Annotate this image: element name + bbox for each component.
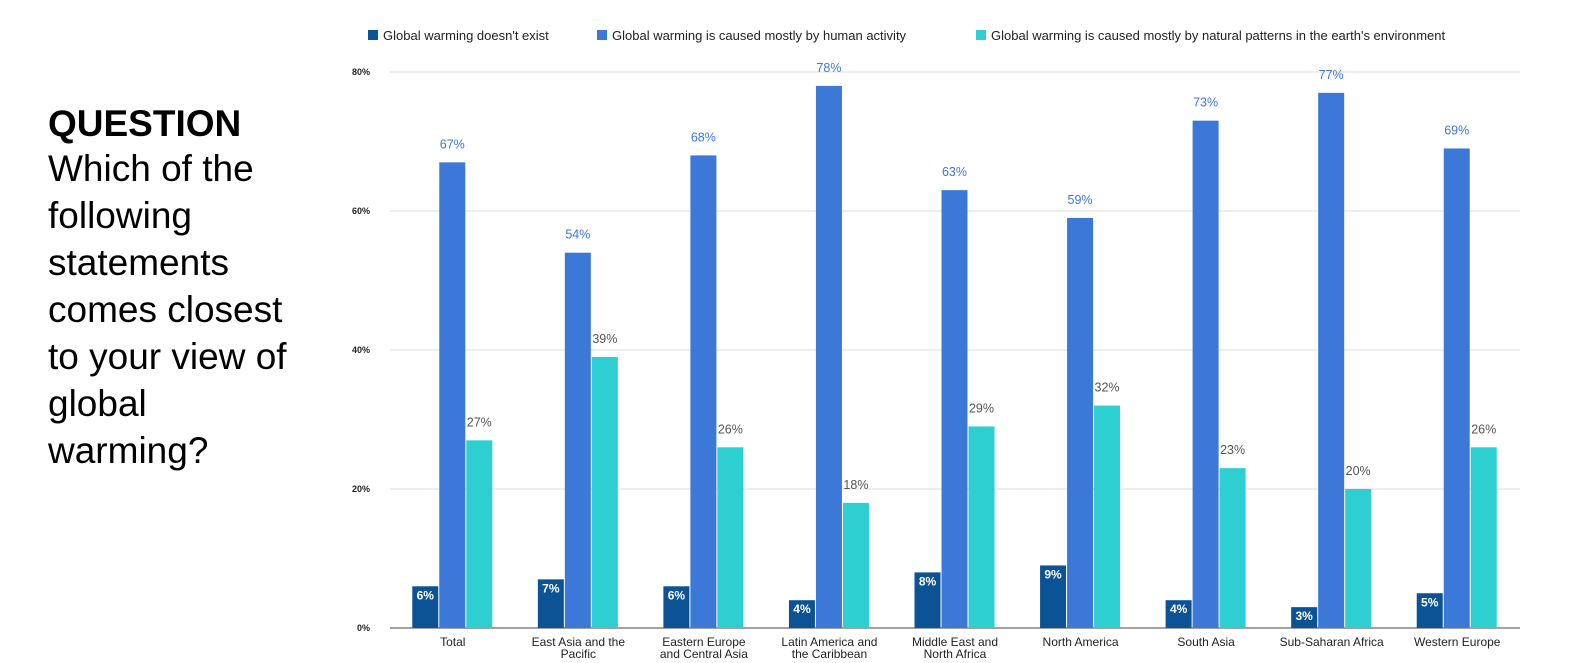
y-tick-label: 60% (352, 206, 370, 216)
data-label: 7% (542, 581, 560, 595)
data-label: 73% (1193, 96, 1218, 110)
data-label: 4% (793, 602, 811, 616)
bar (941, 190, 968, 628)
bar (564, 252, 591, 628)
bar (466, 440, 493, 628)
x-tick-label: Western Europe (1414, 635, 1501, 649)
data-label: 39% (592, 332, 617, 346)
bar (1067, 217, 1094, 628)
bar (1040, 565, 1067, 628)
x-tick-label: Latin America and (781, 635, 877, 649)
data-label: 8% (919, 574, 937, 588)
x-tick-label: Pacific (561, 647, 596, 661)
bar (968, 426, 995, 628)
bar (690, 155, 717, 628)
bar (914, 572, 941, 628)
x-tick-label: East Asia and the (532, 635, 626, 649)
data-label: 29% (969, 401, 994, 415)
data-label: 68% (691, 130, 716, 144)
bar (1345, 489, 1372, 628)
bar (1094, 405, 1121, 628)
data-label: 4% (1170, 602, 1188, 616)
legend-label: Global warming is caused mostly by natur… (991, 28, 1445, 43)
y-tick-label: 40% (352, 345, 370, 355)
x-tick-label: Middle East and (912, 635, 998, 649)
data-label: 6% (417, 588, 435, 602)
legend-swatch (976, 30, 986, 40)
data-label: 27% (467, 415, 492, 429)
data-label: 20% (1346, 464, 1371, 478)
legend-swatch (597, 30, 607, 40)
bar (1470, 447, 1497, 628)
data-label: 23% (1220, 443, 1245, 457)
data-label: 63% (942, 165, 967, 179)
bar (815, 85, 842, 628)
data-label: 59% (1068, 193, 1093, 207)
x-tick-label: Sub-Saharan Africa (1280, 635, 1384, 649)
data-label: 9% (1044, 567, 1062, 581)
x-tick-label: Eastern Europe (662, 635, 746, 649)
data-label: 18% (843, 478, 868, 492)
bar (1291, 607, 1318, 628)
data-label: 77% (1319, 68, 1344, 82)
x-tick-label: North Africa (924, 647, 987, 661)
bar (717, 447, 744, 628)
bar (663, 586, 690, 628)
data-label: 6% (668, 588, 686, 602)
legend-label: Global warming is caused mostly by human… (612, 28, 907, 43)
bar (1416, 593, 1443, 628)
y-tick-label: 0% (357, 623, 370, 633)
bar (1165, 600, 1192, 628)
bar (1318, 92, 1345, 629)
x-tick-label: the Caribbean (792, 647, 867, 661)
data-label: 32% (1095, 381, 1120, 395)
data-label: 5% (1421, 595, 1439, 609)
bar (1192, 120, 1219, 629)
bar (842, 502, 869, 628)
bar (591, 356, 618, 628)
legend-swatch (368, 30, 378, 40)
question-text: Which of the following statements comes … (48, 148, 287, 471)
bar (1219, 468, 1246, 628)
x-tick-label: South Asia (1177, 635, 1235, 649)
y-tick-label: 20% (352, 484, 370, 494)
bar (412, 586, 439, 628)
bar (788, 600, 815, 628)
bar (537, 579, 564, 628)
question-heading: QUESTION (48, 103, 242, 144)
data-label: 69% (1444, 123, 1469, 137)
x-tick-label: Total (440, 635, 465, 649)
data-label: 78% (816, 61, 841, 75)
legend-label: Global warming doesn't exist (383, 28, 549, 43)
y-tick-label: 80% (352, 67, 370, 77)
data-label: 26% (718, 422, 743, 436)
data-label: 67% (440, 137, 465, 151)
data-label: 3% (1295, 609, 1313, 623)
data-label: 54% (565, 228, 590, 242)
question-panel: QUESTION Which of the following statemen… (48, 103, 288, 474)
bar (439, 162, 466, 628)
data-label: 26% (1471, 422, 1496, 436)
x-tick-label: and Central Asia (660, 647, 748, 661)
x-tick-label: North America (1043, 635, 1119, 649)
bar (1443, 148, 1470, 628)
